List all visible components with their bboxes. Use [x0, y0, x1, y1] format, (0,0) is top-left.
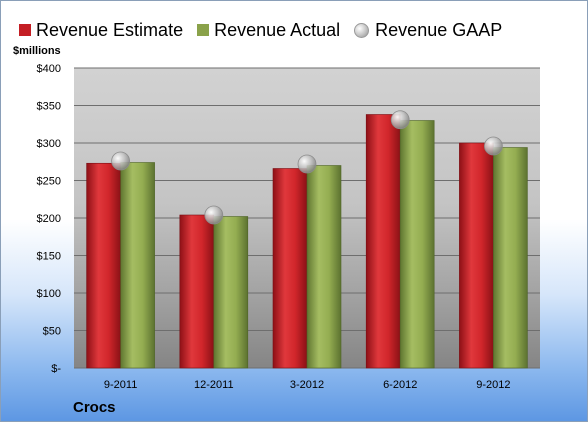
- y-tick-label: $250: [37, 176, 61, 188]
- x-axis-ticks: 9-2011 12-2011 3-2012 6-2012 9-2012: [104, 379, 511, 391]
- y-tick-label: $100: [37, 288, 61, 300]
- marker-revenue-gaap: [297, 154, 317, 174]
- legend: Revenue Estimate Revenue Actual Revenue …: [19, 19, 502, 41]
- legend-marker-gaap: [354, 22, 370, 38]
- legend-swatch-estimate: [19, 24, 31, 36]
- y-tick-label: $150: [37, 251, 61, 263]
- x-tick-label: 9-2011: [104, 379, 137, 391]
- company-name: Crocs: [73, 399, 116, 416]
- marker-revenue-gaap: [483, 136, 503, 156]
- marker-revenue-gaap: [111, 151, 130, 171]
- y-tick-label: $-: [51, 363, 61, 375]
- bar-revenue-actual: [399, 120, 435, 369]
- bar-revenue-estimate: [459, 142, 494, 369]
- legend-swatch-actual: [197, 24, 210, 36]
- legend-label-estimate: Revenue Estimate: [36, 19, 184, 40]
- legend-item-estimate: Revenue Estimate: [19, 20, 183, 41]
- marker-revenue-gaap: [390, 110, 410, 130]
- y-tick-label: $350: [37, 101, 61, 113]
- gaap-markers: [111, 110, 503, 225]
- bar-revenue-estimate: [179, 214, 215, 369]
- bar-revenue-actual: [493, 147, 528, 369]
- x-tick-label: 3-2012: [290, 379, 324, 391]
- bar-revenue-estimate: [365, 114, 401, 369]
- y-tick-label: $50: [43, 326, 61, 338]
- bar-revenue-estimate: [86, 162, 121, 369]
- legend-item-gaap: Revenue GAAP: [354, 20, 502, 41]
- legend-label-actual: Revenue Actual: [214, 19, 341, 40]
- legend-label-gaap: Revenue GAAP: [375, 19, 503, 40]
- y-axis-units-label: $millions: [13, 45, 61, 57]
- bar-revenue-actual: [120, 162, 155, 369]
- y-axis-ticks: $- $50 $100 $150 $200 $250 $300 $350 $400: [37, 63, 62, 375]
- x-tick-label: 6-2012: [383, 379, 417, 391]
- y-tick-label: $300: [37, 138, 61, 150]
- bar-revenue-estimate: [272, 168, 308, 369]
- bar-revenue-actual: [306, 165, 342, 369]
- y-tick-label: $400: [37, 63, 61, 75]
- y-tick-label: $200: [37, 213, 61, 225]
- bar-revenue-actual: [213, 216, 249, 369]
- x-tick-label: 12-2011: [194, 379, 234, 391]
- legend-item-actual: Revenue Actual: [197, 20, 340, 41]
- x-tick-label: 9-2012: [476, 379, 510, 391]
- marker-revenue-gaap: [204, 205, 224, 225]
- bars: [86, 114, 528, 369]
